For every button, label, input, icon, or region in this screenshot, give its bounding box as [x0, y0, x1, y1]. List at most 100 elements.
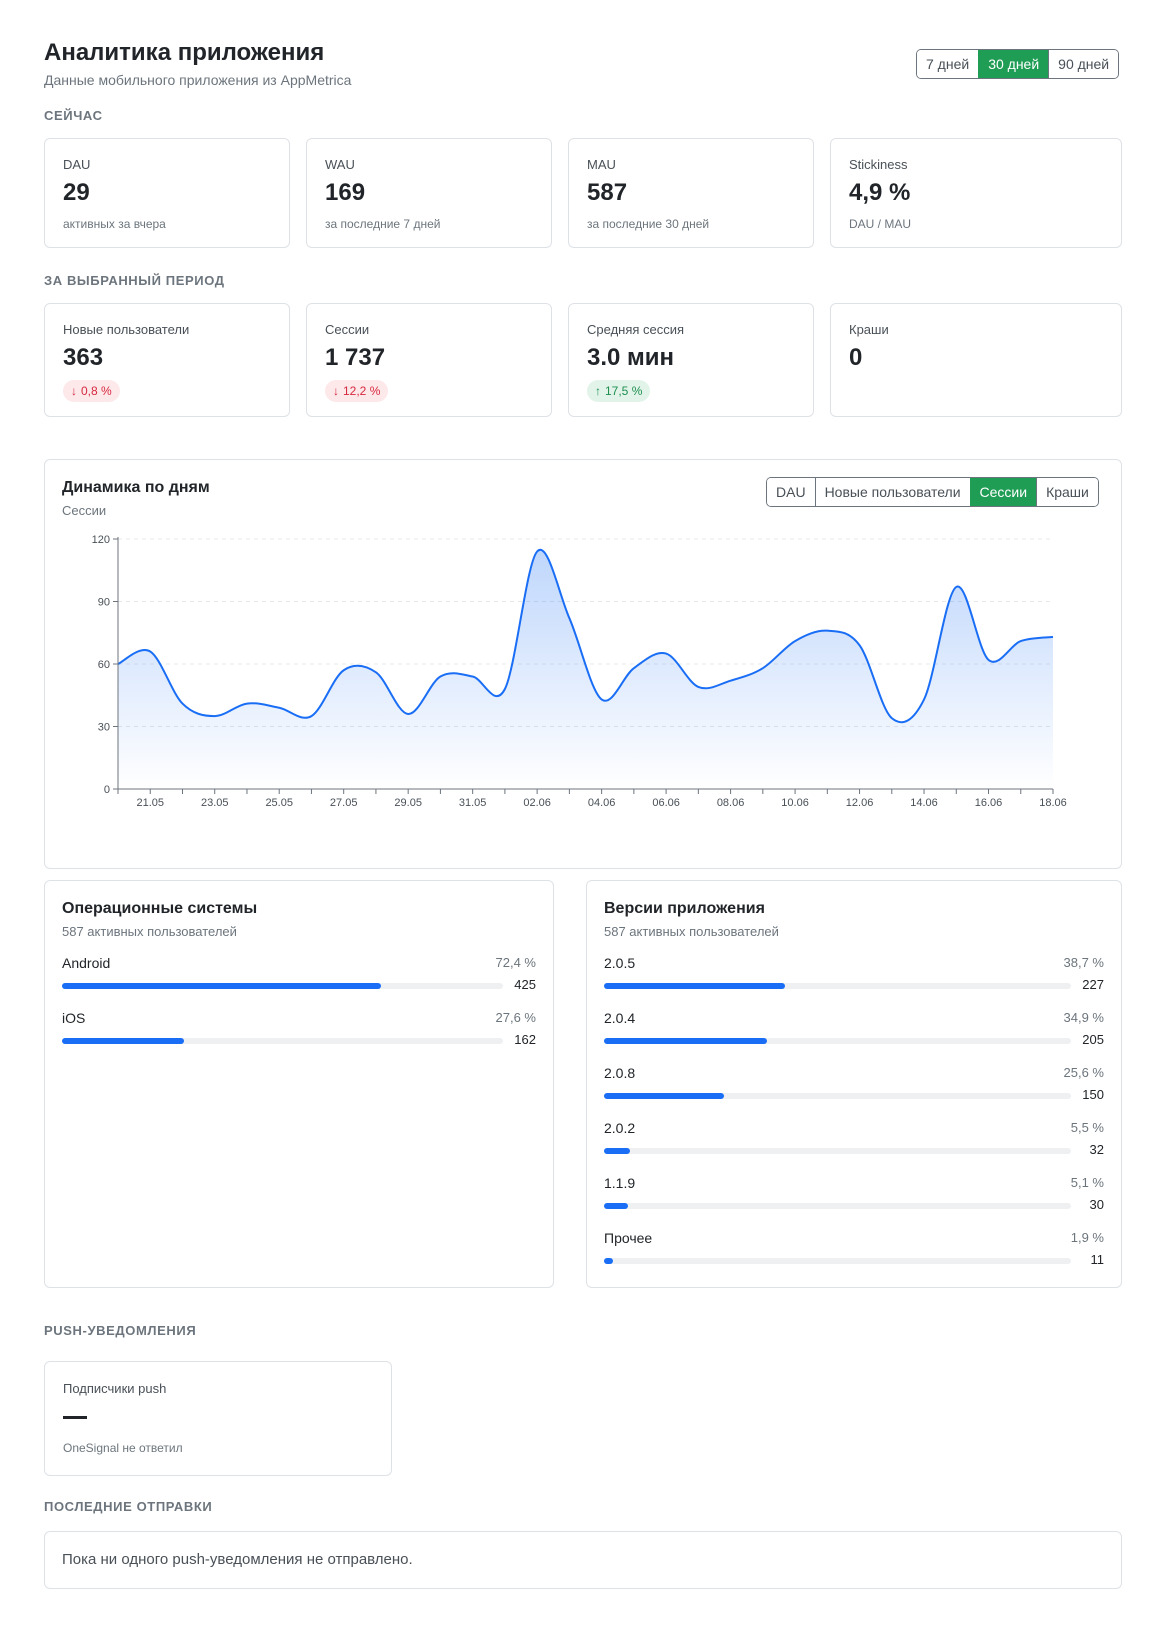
- stat-value: 363: [63, 344, 104, 371]
- item-count: 425: [514, 977, 536, 992]
- item-count: 162: [514, 1032, 536, 1047]
- y-tick-label: 90: [98, 597, 110, 609]
- progress-track: [604, 1203, 1071, 1209]
- item-name: 2.0.2: [604, 1120, 636, 1136]
- stat-note: за последние 7 дней: [325, 217, 441, 231]
- item-percent: 25,6 %: [1063, 1065, 1104, 1080]
- series-line: [117, 548, 1054, 724]
- item-name: 1.1.9: [604, 1175, 636, 1191]
- progress-track: [62, 1038, 503, 1044]
- push-subscribers-note: OneSignal не ответил: [63, 1441, 183, 1455]
- x-tick-label: 29.05: [394, 797, 422, 809]
- tab-new-users[interactable]: Новые пользователи: [814, 478, 970, 506]
- stat-value: 29: [63, 179, 90, 206]
- section-recent-label: ПОСЛЕДНИЕ ОТПРАВКИ: [44, 1499, 213, 1514]
- delta-badge: ↓ 12,2 %: [325, 380, 389, 402]
- versions-subtitle: 587 активных пользователей: [604, 924, 779, 939]
- item-percent: 5,5 %: [1070, 1120, 1104, 1135]
- x-tick-label: 16.06: [975, 797, 1003, 809]
- progress-fill: [604, 1093, 724, 1099]
- progress-fill: [604, 1203, 628, 1209]
- y-tick-label: 30: [98, 722, 110, 734]
- page-subtitle: Данные мобильного приложения из AppMetri…: [44, 72, 352, 88]
- x-tick-label: 14.06: [910, 797, 938, 809]
- push-subscribers-card: Подписчики push OneSignal не ответил: [44, 1361, 392, 1476]
- stat-value: 169: [325, 179, 366, 206]
- period-90-button[interactable]: 90 дней: [1048, 50, 1119, 78]
- sessions-chart: 0 30 60 90 120 21.05 23.05 25.05 27.05 29.05 31.05…: [92, 534, 1067, 809]
- versions-title: Версии приложения: [604, 900, 765, 917]
- list-item: 2.0.8 25,6 % 150: [604, 1065, 1104, 1120]
- tab-dau[interactable]: DAU: [767, 478, 815, 506]
- x-tick-label: 02.06: [523, 797, 551, 809]
- stat-value: 1 737: [325, 344, 386, 371]
- stat-card-wau: WAU 169 за последние 7 дней: [306, 138, 552, 248]
- progress-track: [604, 1038, 1071, 1044]
- arrow-up-icon: ↑: [595, 384, 601, 398]
- versions-list: 2.0.5 38,7 % 227 2.0.4 34,9 % 205 2.0.8 25,6 % 1…: [604, 955, 1104, 1285]
- x-tick-label: 23.05: [201, 797, 229, 809]
- item-percent: 38,7 %: [1063, 955, 1104, 970]
- recent-sends-card: Пока ни одного push-уведомления не отпра…: [44, 1531, 1122, 1589]
- item-count: 227: [1082, 977, 1104, 992]
- item-count: 205: [1082, 1032, 1104, 1047]
- item-name: 2.0.8: [604, 1065, 636, 1081]
- dynamics-chart-card: Динамика по дням Сессии DAU Новые пользо…: [44, 459, 1122, 869]
- delta-value: 0,8 %: [81, 384, 112, 398]
- delta-value: 12,2 %: [343, 384, 381, 398]
- os-subtitle: 587 активных пользователей: [62, 924, 237, 939]
- stat-card-avg-session: Средняя сессия 3.0 мин ↑ 17,5 %: [568, 303, 814, 417]
- stat-note: DAU / MAU: [849, 217, 912, 231]
- progress-fill: [604, 1258, 613, 1264]
- list-item: Прочее 1,9 % 11: [604, 1230, 1104, 1285]
- stat-note: за последние 30 дней: [587, 217, 710, 231]
- stat-card-dau: DAU 29 активных за вчера: [44, 138, 290, 248]
- list-item: 2.0.4 34,9 % 205: [604, 1010, 1104, 1065]
- stat-value: 4,9 %: [849, 179, 911, 206]
- item-percent: 5,1 %: [1070, 1175, 1104, 1190]
- item-name: iOS: [62, 1010, 86, 1026]
- progress-fill: [604, 983, 785, 989]
- os-card: Операционные системы 587 активных пользо…: [44, 880, 554, 1288]
- arrow-down-icon: ↓: [333, 384, 339, 398]
- x-tick-label: 08.06: [717, 797, 745, 809]
- progress-track: [604, 1148, 1071, 1154]
- x-tick-label: 12.06: [846, 797, 874, 809]
- item-percent: 27,6 %: [495, 1010, 536, 1025]
- push-subscribers-label: Подписчики push: [63, 1381, 167, 1396]
- item-count: 30: [1089, 1197, 1104, 1212]
- tab-crashes[interactable]: Краши: [1036, 478, 1098, 506]
- stat-value: 0: [849, 344, 863, 371]
- x-tick-label: 04.06: [588, 797, 616, 809]
- stat-note: активных за вчера: [63, 217, 166, 231]
- item-percent: 34,9 %: [1063, 1010, 1104, 1025]
- stat-value: 587: [587, 179, 628, 206]
- stat-card-stickiness: Stickiness 4,9 % DAU / MAU: [830, 138, 1122, 248]
- period-7-button[interactable]: 7 дней: [917, 50, 979, 78]
- tab-sessions[interactable]: Сессии: [969, 478, 1037, 506]
- progress-fill: [604, 1148, 630, 1154]
- stat-value: 3.0 мин: [587, 344, 675, 371]
- item-count: 32: [1089, 1142, 1104, 1157]
- x-tick-label: 25.05: [265, 797, 293, 809]
- x-tick-label: 21.05: [136, 797, 164, 809]
- stat-card-new-users: Новые пользователи 363 ↓ 0,8 %: [44, 303, 290, 417]
- item-name: Прочее: [604, 1230, 653, 1246]
- chart-title: Динамика по дням: [62, 479, 210, 496]
- item-percent: 72,4 %: [495, 955, 536, 970]
- item-name: 2.0.4: [604, 1010, 636, 1026]
- series-area: [118, 549, 1053, 789]
- stat-card-crashes: Краши 0: [830, 303, 1122, 417]
- progress-track: [604, 983, 1071, 989]
- stat-label: Краши: [849, 322, 889, 337]
- section-period-label: ЗА ВЫБРАННЫЙ ПЕРИОД: [44, 273, 225, 288]
- x-tick-label: 27.05: [330, 797, 358, 809]
- os-list: Android 72,4 % 425 iOS 27,6 % 162: [62, 955, 536, 1065]
- stat-card-mau: MAU 587 за последние 30 дней: [568, 138, 814, 248]
- empty-state-text: Пока ни одного push-уведомления не отпра…: [62, 1551, 413, 1568]
- list-item: iOS 27,6 % 162: [62, 1010, 536, 1065]
- delta-badge: ↑ 17,5 %: [587, 380, 651, 402]
- list-item: 2.0.2 5,5 % 32: [604, 1120, 1104, 1175]
- period-30-button[interactable]: 30 дней: [978, 50, 1049, 78]
- chart-subtitle: Сессии: [62, 503, 107, 518]
